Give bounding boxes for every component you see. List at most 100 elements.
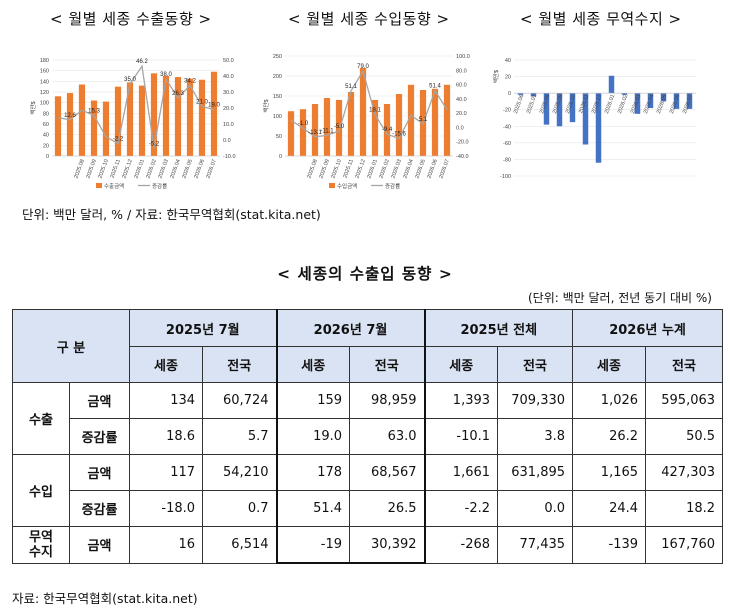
bar	[150, 73, 158, 156]
table-cell: 595,063	[645, 382, 724, 419]
bar	[608, 75, 615, 94]
table-cell: 63.0	[349, 418, 426, 455]
y-tick: -60	[503, 141, 511, 147]
item-label: 증감률	[68, 490, 131, 527]
table-cell: 60,724	[202, 382, 278, 419]
x-tick-label: 2026.02	[617, 94, 629, 115]
legend-entry: 수출금액	[104, 182, 124, 190]
x-tick-label: 2026.05	[414, 159, 426, 180]
y-left-tick: 120	[40, 90, 49, 96]
table-cell: 0.0	[497, 490, 574, 527]
x-tick-label: 2025.08	[539, 94, 551, 115]
data-label: -2.2	[113, 137, 124, 143]
y-left-tick: 250	[273, 54, 282, 60]
period-header: 2025년 전체	[424, 309, 574, 347]
period-header: 2025년 7월	[129, 309, 278, 347]
y-tick: -100	[500, 174, 511, 180]
data-label: 46.2	[136, 59, 148, 65]
y-right-tick: 100.0	[456, 54, 470, 60]
bar	[647, 93, 654, 109]
x-tick-label: 2025.10	[330, 159, 342, 180]
bar	[407, 84, 415, 156]
x-tick-label: 2026.01	[604, 94, 616, 115]
table-source: 자료: 한국무역협회(stat.kita.net)	[12, 591, 198, 606]
bar	[78, 84, 86, 156]
y-right-tick: -40.0	[456, 154, 469, 160]
y-left-tick: 0	[279, 154, 282, 160]
data-label: 15.3	[88, 109, 100, 115]
data-label: 34.2	[184, 78, 196, 84]
x-tick-label: 2026.04	[643, 94, 655, 115]
x-tick-label: 2025.08	[73, 159, 85, 180]
x-tick-label: 2025.11	[578, 94, 590, 114]
x-tick-label: 2025.11	[110, 159, 122, 179]
table-row: 수출 금액 134 60,724 159 98,959 1,393 709,33…	[12, 382, 724, 455]
x-tick-label: 2026.02	[378, 159, 390, 180]
period-header: 2026년 누계	[572, 309, 724, 347]
table-row: 무역 수지 금액 16 6,514 -19 30,392 -268 77,435…	[12, 526, 724, 564]
bar	[323, 98, 331, 156]
y-tick: -40	[503, 124, 511, 130]
sub-header-sejong: 세종	[572, 346, 647, 383]
sub-header-national: 전국	[349, 346, 426, 383]
bar	[347, 92, 355, 156]
x-tick-label: 2025.12	[121, 159, 133, 180]
data-label: 79.0	[357, 64, 369, 70]
y-right-tick: 20.0	[456, 111, 467, 117]
data-label: -11.1	[320, 128, 334, 134]
x-tick-label: 2025.08	[306, 159, 318, 180]
rate-line	[57, 64, 215, 149]
y-tick: 20	[505, 75, 511, 81]
balance-chart-title: < 월별 세종 무역수지 >	[520, 10, 682, 28]
legend-entry: 증감률	[385, 183, 400, 190]
x-tick-label: 2026.05	[656, 94, 668, 115]
bar	[299, 109, 307, 156]
table-cell: 26.2	[572, 418, 647, 455]
table-cell: 631,895	[497, 454, 574, 491]
item-label: 증감률	[68, 418, 131, 455]
table-cell: 18.2	[645, 490, 724, 527]
sub-header-national: 전국	[645, 346, 724, 383]
data-label: -5.2	[149, 141, 160, 147]
table-cell: 77,435	[497, 526, 574, 564]
sub-header-sejong: 세종	[275, 346, 351, 383]
y-axis-label: 백만$	[262, 99, 270, 112]
y-tick: 40	[505, 58, 511, 64]
bar	[673, 93, 680, 109]
y-left-tick: 50	[276, 134, 282, 140]
data-label: 51.4	[429, 84, 441, 90]
bar	[311, 104, 319, 156]
table-cell: 178	[275, 454, 351, 491]
data-label: -1.0	[298, 121, 309, 127]
y-left-tick: 200	[273, 74, 282, 80]
trade-table: 구 분 2025년 7월 2026년 7월 2025년 전체 2026년 누계 …	[11, 309, 724, 564]
y-right-tick: 40.0	[456, 97, 467, 103]
bar	[335, 100, 343, 156]
import-chart-title: < 월별 세종 수입동향 >	[288, 10, 450, 28]
y-left-tick: 40	[43, 133, 49, 139]
table-cell: 68,567	[349, 454, 426, 491]
x-tick-label: 2025.09	[318, 159, 330, 180]
table-cell: 18.6	[129, 418, 204, 455]
export-chart-title: < 월별 세종 수출동향 >	[50, 10, 212, 28]
bar	[371, 100, 379, 156]
export-chart: 0 20 40 60 80 100 120 140 160 180 -10.0 0.0 10.0 20.0…	[29, 58, 236, 190]
bar	[530, 93, 537, 97]
y-left-tick: 0	[46, 154, 49, 160]
bar	[431, 88, 439, 156]
table-cell: 19.0	[275, 418, 351, 455]
group-label-balance: 무역 수지	[12, 526, 70, 564]
x-tick-label: 2025.10	[97, 159, 109, 180]
x-tick-label: 2026.01	[133, 159, 145, 180]
y-right-tick: 0.0	[456, 125, 464, 131]
y-left-tick: 180	[40, 58, 49, 64]
y-axis-label: 백만$	[29, 101, 37, 114]
x-tick-label: 2025.06	[513, 94, 525, 115]
x-tick-label: 2026.07	[682, 94, 694, 115]
table-cell: 51.4	[275, 490, 351, 527]
bar	[102, 101, 110, 156]
x-tick-label: 2026.06	[426, 159, 438, 180]
bar	[595, 93, 602, 163]
x-tick-label: 2025.11	[343, 159, 355, 179]
